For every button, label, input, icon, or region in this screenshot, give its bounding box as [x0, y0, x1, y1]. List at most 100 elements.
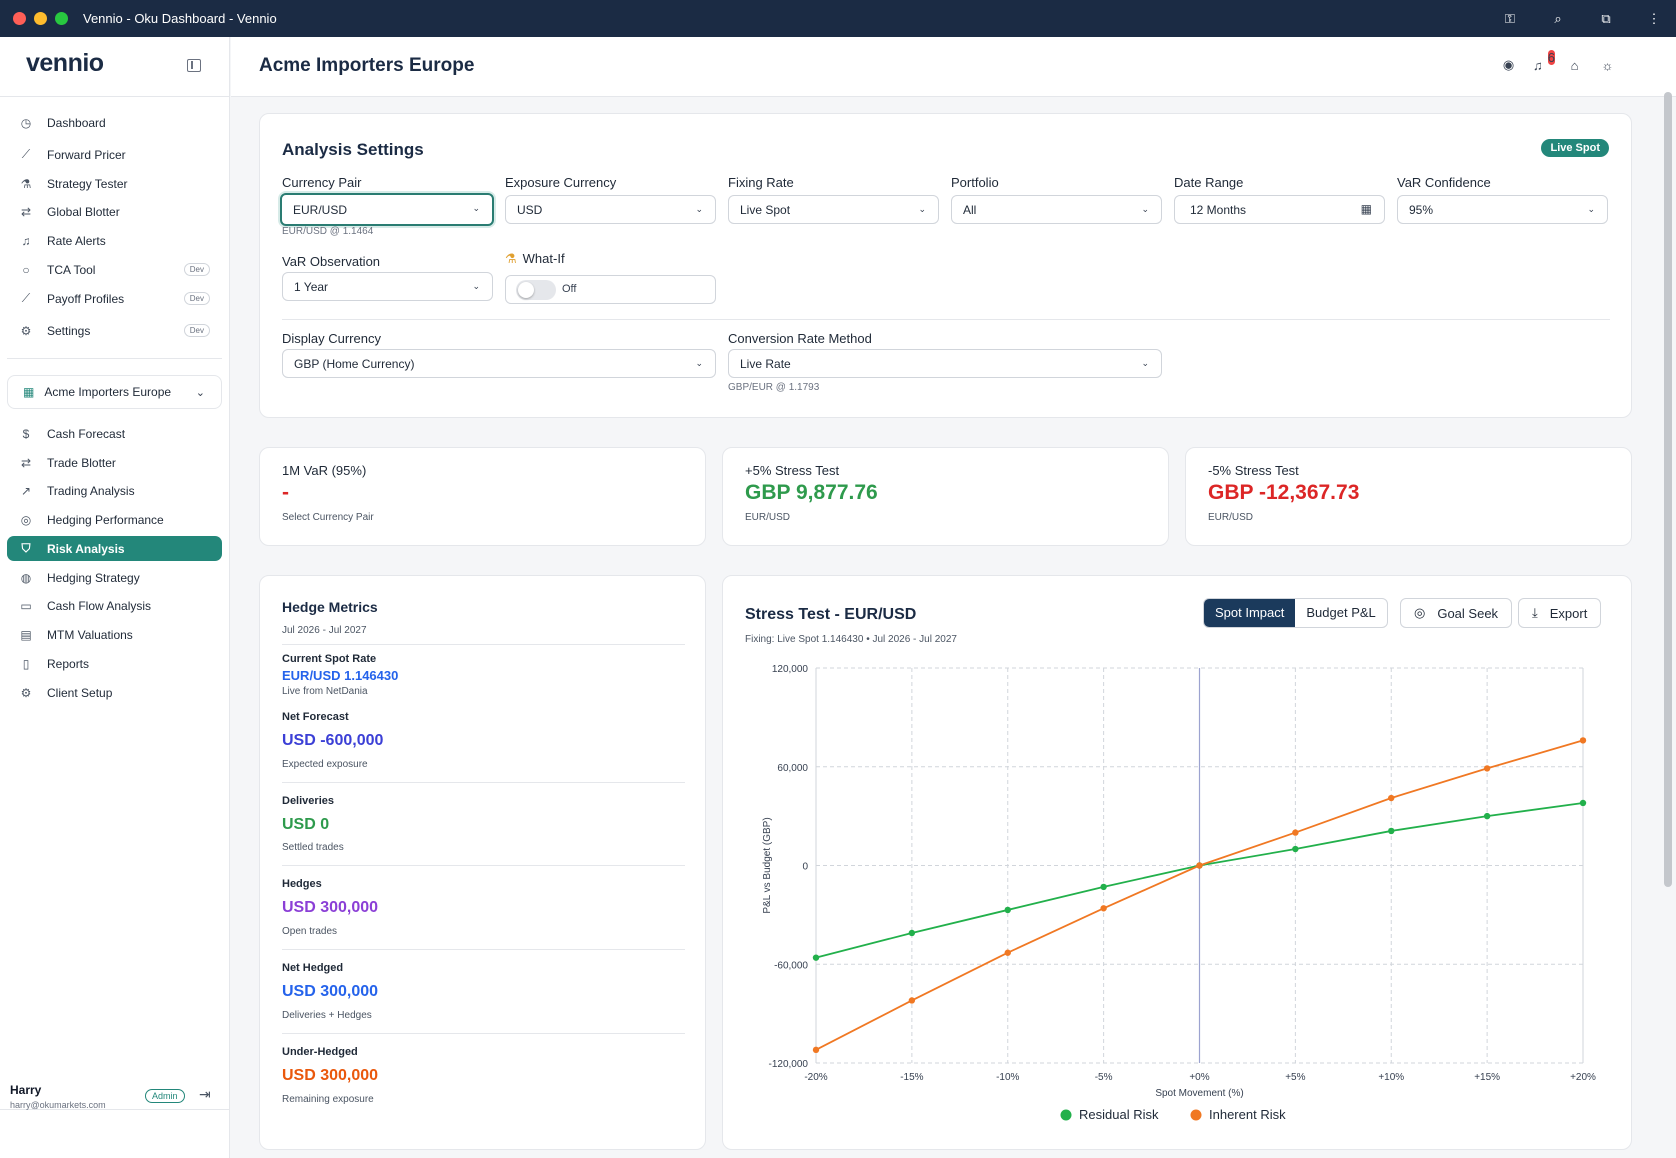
nav-client-setup[interactable]: ⚙ Client Setup: [20, 685, 113, 700]
zoom-icon[interactable]: ⌕: [1554, 10, 1562, 26]
minimize-window-button[interactable]: [34, 12, 47, 25]
nav-mtm-valuations[interactable]: ▤ MTM Valuations: [20, 627, 133, 642]
nav-strategy-tester[interactable]: ⚗ Strategy Tester: [20, 176, 128, 191]
exposure-currency-select[interactable]: USD ⌄: [505, 195, 716, 224]
view-toggle: Spot Impact Budget P&L: [1203, 598, 1388, 628]
document-icon: ▯: [22, 656, 30, 671]
var-confidence-select[interactable]: 95% ⌄: [1397, 195, 1608, 224]
date-range-picker[interactable]: 12 Months ▦: [1174, 195, 1385, 224]
portfolio-select[interactable]: All ⌄: [951, 195, 1162, 224]
fixing-rate-select[interactable]: Live Spot ⌄: [728, 195, 939, 224]
what-if-toggle[interactable]: [516, 280, 556, 300]
nav-cash-flow-analysis[interactable]: ▭ Cash Flow Analysis: [20, 598, 152, 613]
logout-icon[interactable]: ⇥: [199, 1086, 211, 1102]
goal-seek-button[interactable]: ◎ Goal Seek: [1400, 598, 1513, 628]
metric-label: Under-Hedged: [282, 1046, 358, 1058]
nav-dashboard[interactable]: ◷ Dashboard: [20, 115, 106, 130]
nav-risk-analysis[interactable]: ⛉ Risk Analysis: [7, 536, 222, 561]
chevron-down-icon: ⌄: [1141, 358, 1149, 368]
stress-test-card: Stress Test - EUR/USD Fixing: Live Spot …: [722, 575, 1632, 1150]
var-observation-select[interactable]: 1 Year ⌄: [282, 272, 493, 301]
eye-icon[interactable]: ◉: [1502, 57, 1515, 72]
field-label: VaR Confidence: [1397, 175, 1491, 190]
flask-icon: ⚗: [505, 251, 517, 266]
metric-label: Net Hedged: [282, 962, 344, 974]
calculator-icon: ▤: [20, 627, 32, 642]
y-tick-label: -120,000: [769, 1059, 809, 1070]
y-tick-label: 60,000: [777, 763, 808, 774]
more-menu-icon[interactable]: ⋮: [1647, 10, 1661, 26]
vennio-logo: vennio: [26, 49, 104, 77]
user-email: harry@okumarkets.com: [10, 1100, 106, 1110]
currency-pair-select[interactable]: EUR/USD ⌄: [280, 193, 494, 226]
chevron-down-icon: ⌄: [695, 358, 703, 368]
dev-badge: Dev: [183, 292, 210, 305]
data-point: [812, 1046, 820, 1054]
nav-hedging-performance[interactable]: ◎ Hedging Performance: [20, 512, 164, 527]
maximize-window-button[interactable]: [55, 12, 68, 25]
user-info: Harry harry@okumarkets.com: [10, 1083, 220, 1110]
data-point: [1004, 949, 1011, 956]
bell-icon[interactable]: ♫6: [1533, 49, 1555, 73]
field-label: Currency Pair: [282, 175, 362, 190]
nav-rate-alerts[interactable]: ♫ Rate Alerts: [7, 228, 222, 253]
nav-reports[interactable]: ▯ Reports: [7, 651, 222, 676]
card-title: Analysis Settings: [282, 140, 424, 159]
theme-sun-icon[interactable]: ☼: [1601, 57, 1614, 73]
nav-trading-analysis[interactable]: ↗ Trading Analysis: [20, 483, 135, 498]
nav-payoff-profiles[interactable]: ⟋ Payoff Profiles Dev: [7, 286, 222, 311]
close-window-button[interactable]: [13, 12, 26, 25]
nav-tca-tool[interactable]: ○ TCA Tool Dev: [7, 257, 222, 282]
var-card: 1M VaR (95%) - Select Currency Pair: [259, 447, 706, 546]
legend-marker: [1060, 1109, 1072, 1121]
client-selector[interactable]: ▦ Acme Importers Europe ⌄: [7, 375, 222, 409]
metric-sub: Open trades: [282, 926, 338, 937]
data-point: [1100, 883, 1107, 891]
x-tick-label: +0%: [1189, 1072, 1209, 1083]
nav-settings[interactable]: ⚙ Settings Dev: [7, 318, 222, 343]
target-icon: ◎: [1414, 605, 1426, 620]
card-title: Hedge Metrics: [282, 599, 378, 615]
y-tick-label: -60,000: [774, 960, 808, 971]
scrollbar[interactable]: [1664, 92, 1672, 887]
divider: [282, 782, 685, 783]
role-badge: Admin: [145, 1089, 185, 1103]
chevron-down-icon: ⌄: [472, 203, 480, 213]
spot-impact-tab[interactable]: Spot Impact: [1204, 599, 1296, 627]
window-title: Vennio - Oku Dashboard - Vennio: [83, 11, 277, 26]
stat-value: GBP 9,877.76: [745, 481, 878, 504]
budget-pl-tab[interactable]: Budget P&L: [1306, 605, 1376, 620]
nav-hedging-strategy[interactable]: ◍ Hedging Strategy: [20, 570, 140, 585]
metric-value: USD 300,000: [282, 983, 379, 1000]
nav-global-blotter[interactable]: ⇄ Global Blotter: [20, 204, 120, 219]
legend-label: Residual Risk: [1079, 1107, 1159, 1122]
chevron-down-icon: ⌄: [695, 204, 703, 214]
metric-label: Net Forecast: [282, 711, 349, 723]
nav-cash-forecast[interactable]: $ Cash Forecast: [7, 421, 222, 446]
display-currency-select[interactable]: GBP (Home Currency) ⌄: [282, 349, 716, 378]
download-icon: ⤓: [1532, 605, 1538, 620]
divider: [282, 949, 685, 950]
conversion-method-select[interactable]: Live Rate ⌄: [728, 349, 1162, 378]
export-button[interactable]: ⤓ Export: [1518, 598, 1602, 628]
spot-rate-value: EUR/USD 1.146430: [282, 668, 399, 683]
stat-value: GBP -12,367.73: [1208, 481, 1360, 504]
key-icon[interactable]: ⚿: [1505, 10, 1515, 26]
metric-sub: Settled trades: [282, 842, 344, 853]
stress-test-chart: 120,000 60,000 0 -60,000 -120,000 -20% -15% -10…: [762, 664, 1596, 1122]
dev-badge: Dev: [183, 324, 210, 337]
metric-sub: Live from NetDania: [282, 686, 368, 697]
nav-forward-pricer[interactable]: ⟋ Forward Pricer: [7, 142, 222, 167]
nav-trade-blotter[interactable]: ⇄ Trade Blotter: [20, 455, 116, 470]
what-if-control: Off: [505, 275, 716, 304]
collapse-sidebar-icon[interactable]: [187, 59, 201, 72]
metric-value: USD -600,000: [282, 732, 384, 749]
data-point: [1100, 905, 1107, 912]
stat-sub: EUR/USD: [1208, 512, 1254, 523]
extensions-icon[interactable]: ⧉: [1601, 10, 1611, 26]
bell-icon: ♫: [21, 233, 31, 248]
data-point: [1292, 845, 1299, 853]
dollar-icon: $: [22, 426, 30, 441]
robot-icon[interactable]: ⌂: [1570, 57, 1579, 73]
conversion-rate-hint: GBP/EUR @ 1.1793: [728, 382, 820, 393]
